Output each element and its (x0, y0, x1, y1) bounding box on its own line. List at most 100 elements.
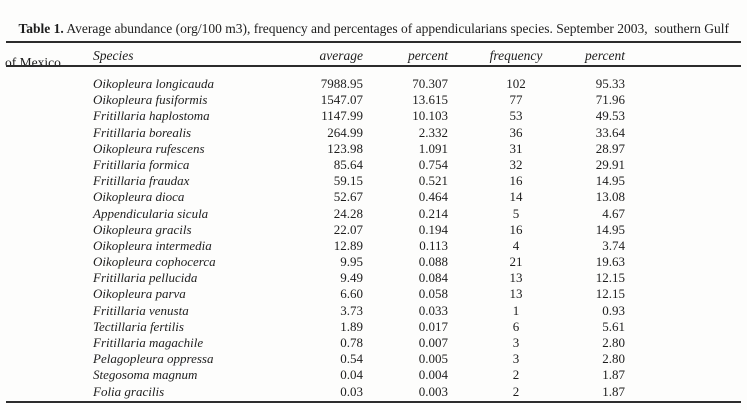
cell-percent: 0.113 (419, 237, 448, 253)
cell-percent: 1.091 (418, 140, 448, 156)
cell-frequency: 16 (509, 173, 523, 189)
cell-percent2: 1.87 (602, 367, 625, 383)
cell-average: 1147.99 (321, 108, 363, 124)
cell-frequency: 14 (509, 189, 523, 205)
cell-average: 1547.07 (320, 92, 363, 108)
cell-species: Oikopleura intermedia (93, 237, 212, 253)
cell-frequency: 36 (509, 124, 523, 140)
cell-percent: 0.005 (418, 351, 448, 367)
column-header-percent: percent (408, 48, 448, 63)
cell-species: Stegosoma magnum (93, 367, 198, 383)
column-header-frequency: frequency (489, 48, 543, 63)
cell-species: Oikopleura gracils (93, 221, 192, 237)
table-caption-line1: Average abundance (org/100 m3), frequenc… (63, 21, 730, 36)
cell-species: Oikopleura cophocerca (93, 254, 216, 270)
table-rule-top (6, 41, 741, 43)
cell-average: 59.15 (333, 173, 363, 189)
cell-average: 24.28 (333, 205, 363, 221)
cell-average: 0.03 (340, 383, 363, 399)
cell-frequency: 6 (512, 318, 520, 334)
table-row: Stegosoma magnum 0.04 0.004 2 1.87 (0, 367, 747, 383)
table-row: Oikopleura longicauda 7988.95 70.307 102 95.… (0, 76, 747, 92)
table-row: Fritillaria fraudax 59.15 0.521 16 14.95 (0, 173, 747, 189)
cell-percent: 0.088 (418, 254, 448, 270)
cell-percent2: 3.74 (602, 237, 625, 253)
cell-percent: 0.084 (418, 270, 448, 286)
table-row: Fritillaria formica 85.64 0.754 32 29.91 (0, 157, 747, 173)
cell-frequency: 2 (512, 383, 520, 399)
cell-frequency: 3 (512, 351, 520, 367)
cell-species: Fritillaria venusta (93, 302, 189, 318)
cell-percent2: 2.80 (602, 335, 625, 350)
cell-frequency: 32 (509, 156, 523, 172)
cell-species: Pelagopleura oppressa (93, 351, 214, 367)
cell-percent: 70.307 (412, 76, 448, 91)
table-rule-bottom (6, 401, 741, 403)
cell-frequency: 3 (512, 335, 520, 350)
cell-percent: 0.058 (418, 286, 448, 302)
cell-species: Oikopleura parva (93, 286, 186, 302)
cell-percent: 0.194 (418, 221, 448, 237)
cell-species: Oikopleura dioca (93, 189, 185, 205)
table-row: Folia gracilis 0.03 0.003 2 1.87 (0, 384, 747, 400)
cell-percent2: 13.08 (595, 189, 625, 205)
cell-frequency: 4 (512, 237, 520, 253)
cell-percent: 0.004 (418, 367, 448, 383)
cell-frequency: 53 (509, 108, 523, 124)
cell-average: 9.95 (340, 254, 363, 270)
table-caption: Table 1. Average abundance (org/100 m3),… (5, 3, 743, 105)
cell-percent2: 1.87 (602, 383, 625, 399)
cell-species: Oikopleura fusiformis (93, 92, 208, 108)
cell-frequency: 1 (512, 302, 520, 318)
cell-frequency: 13 (509, 270, 523, 286)
cell-average: 123.98 (327, 140, 363, 156)
cell-average: 3.73 (340, 302, 363, 318)
table-row: Appendicularia sicula 24.28 0.214 5 4.67 (0, 206, 747, 222)
table-row: Fritillaria venusta 3.73 0.033 1 0.93 (0, 303, 747, 319)
cell-average: 12.89 (333, 237, 363, 253)
cell-percent2: 33.64 (595, 124, 625, 140)
cell-percent: 10.103 (412, 108, 448, 124)
cell-percent: 0.521 (418, 173, 448, 189)
table-row: Fritillaria magachile 0.78 0.007 3 2.80 (0, 335, 747, 351)
cell-percent2: 14.95 (595, 173, 625, 189)
cell-percent: 0.017 (418, 318, 448, 334)
cell-frequency: 5 (512, 205, 520, 221)
cell-percent2: 71.96 (595, 92, 625, 108)
cell-species: Fritillaria magachile (93, 335, 204, 350)
cell-frequency: 77 (509, 92, 523, 108)
cell-species: Oikopleura longicauda (93, 76, 214, 91)
cell-frequency: 102 (506, 76, 526, 91)
table-row: Oikopleura rufescens 123.98 1.091 31 28.97 (0, 141, 747, 157)
cell-percent2: 28.97 (595, 140, 625, 156)
cell-percent: 13.615 (412, 92, 448, 108)
cell-average: 22.07 (333, 221, 363, 237)
cell-percent2: 29.91 (595, 156, 625, 172)
cell-species: Tectillaria fertilis (93, 318, 184, 334)
table-row: Pelagopleura oppressa 0.54 0.005 3 2.80 (0, 351, 747, 367)
cell-average: 52.67 (333, 189, 363, 205)
cell-percent2: 0.93 (602, 302, 625, 318)
cell-percent2: 12.15 (595, 270, 625, 286)
cell-percent: 0.033 (418, 302, 448, 318)
cell-percent: 0.464 (418, 189, 448, 205)
cell-percent: 0.003 (418, 383, 448, 399)
cell-percent: 0.214 (418, 205, 448, 221)
table-caption-label: Table 1. (18, 21, 64, 36)
cell-percent: 2.332 (418, 124, 448, 140)
column-header-percent2: percent (585, 48, 625, 63)
table-header-row: Species average percent frequency percen… (0, 47, 747, 65)
cell-frequency: 16 (509, 221, 523, 237)
table-row: Tectillaria fertilis 1.89 0.017 6 5.61 (0, 319, 747, 335)
table-row: Fritillaria pellucida 9.49 0.084 13 12.15 (0, 270, 747, 286)
table-row: Oikopleura cophocerca 9.95 0.088 21 19.63 (0, 254, 747, 270)
cell-average: 6.60 (340, 286, 363, 302)
table-row: Oikopleura fusiformis 1547.07 13.615 77 71.9… (0, 92, 747, 108)
cell-species: Fritillaria formica (93, 156, 190, 172)
cell-percent2: 19.63 (595, 254, 625, 270)
column-header-species: Species (93, 48, 134, 63)
cell-average: 9.49 (340, 270, 363, 286)
cell-average: 7988.95 (320, 76, 363, 91)
table-row: Fritillaria haplostoma 1147.99 10.103 53 49.… (0, 108, 747, 124)
